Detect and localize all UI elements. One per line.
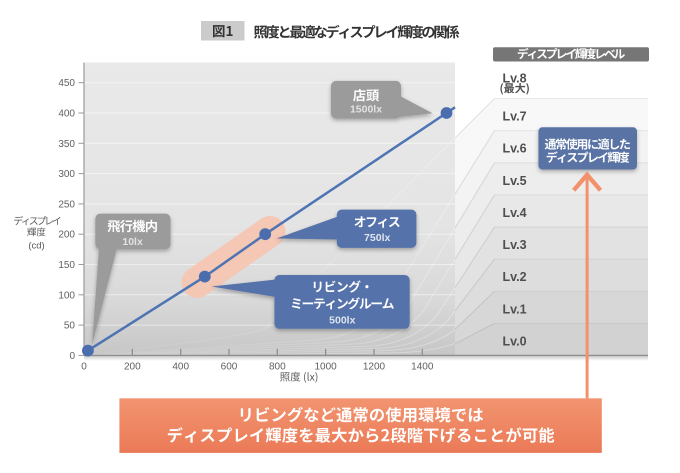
svg-text:0: 0 [69,351,75,362]
svg-text:Lv.6: Lv.6 [503,142,527,156]
svg-text:400: 400 [58,109,75,120]
svg-text:100: 100 [58,290,75,301]
svg-text:250: 250 [58,199,75,210]
svg-text:Lv.4: Lv.4 [503,206,527,220]
svg-text:Lv.0: Lv.0 [503,334,527,348]
svg-text:(cd): (cd) [28,241,44,252]
svg-text:1400: 1400 [411,362,434,373]
svg-text:800: 800 [269,362,286,373]
svg-text:350: 350 [58,139,75,150]
svg-text:Lv.7: Lv.7 [503,110,527,124]
svg-text:200: 200 [58,230,75,241]
svg-text:450: 450 [58,78,75,89]
svg-text:Lv.8: Lv.8 [503,71,527,85]
svg-text:600: 600 [221,362,238,373]
svg-text:1000: 1000 [314,362,337,373]
svg-text:1200: 1200 [363,362,386,373]
svg-text:Lv.5: Lv.5 [503,174,527,188]
svg-text:200: 200 [124,362,141,373]
svg-text:Lv.3: Lv.3 [503,238,527,252]
svg-text:10lx: 10lx [122,236,143,248]
svg-text:0: 0 [81,362,87,373]
svg-text:50: 50 [64,321,76,332]
svg-text:150: 150 [58,260,75,271]
svg-text:300: 300 [58,169,75,180]
svg-text:Lv.2: Lv.2 [503,270,527,284]
svg-text:750lx: 750lx [364,232,390,244]
svg-text:400: 400 [172,362,189,373]
svg-text:1500lx: 1500lx [350,104,382,116]
svg-text:500lx: 500lx [329,314,355,326]
svg-text:Lv.1: Lv.1 [503,302,527,316]
